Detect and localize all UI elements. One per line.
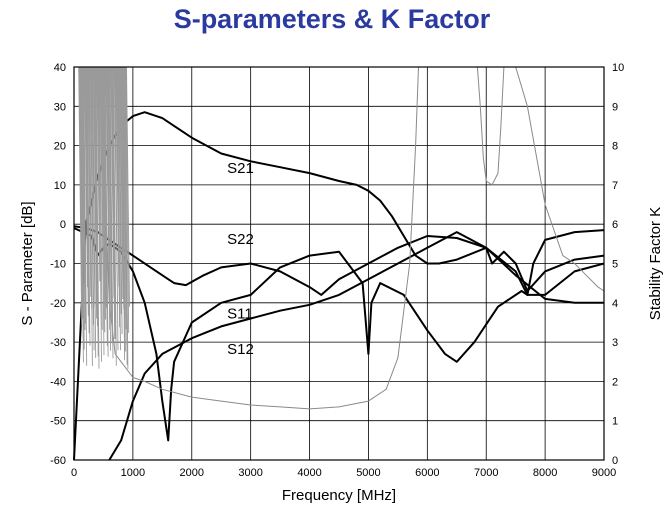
series-label-s21: S21 <box>227 160 254 177</box>
y2-tick-label: 10 <box>612 62 624 74</box>
tick-layer: 0 1000 2000 3000 4000 5000 6000 7000 8000 9000-60… <box>50 62 624 479</box>
x-tick-label: 1000 <box>121 467 145 479</box>
x-tick-label: 6000 <box>415 467 439 479</box>
x-tick-label: 7000 <box>474 467 498 479</box>
y-tick-label: 0 <box>60 219 66 231</box>
y-tick-label: -60 <box>50 455 66 467</box>
x-tick-label: 3000 <box>238 467 262 479</box>
y-tick-label: -30 <box>50 337 66 349</box>
y2-tick-label: 3 <box>612 337 618 349</box>
y-axis-label: S - Parameter [dB] <box>19 201 36 325</box>
plot-frame <box>73 66 605 461</box>
y2-tick-label: 7 <box>612 180 618 192</box>
grid-layer <box>73 66 605 461</box>
y-tick-label: -40 <box>50 376 66 388</box>
y-tick-label: 20 <box>54 141 66 153</box>
x-axis-label: Frequency [MHz] <box>282 487 396 504</box>
noise-layer <box>78 66 130 369</box>
k-factor-oscillation <box>78 66 130 369</box>
y2-tick-label: 5 <box>612 259 618 271</box>
y-tick-label: 30 <box>54 101 66 113</box>
series-label-s11: S11 <box>227 306 253 323</box>
x-tick-label: 5000 <box>356 467 380 479</box>
series-k-factor-line <box>74 66 605 410</box>
y2-tick-label: 9 <box>612 101 618 113</box>
y2-tick-label: 1 <box>612 416 618 428</box>
series-label-s22: S22 <box>227 231 254 248</box>
series-s22-line <box>73 225 605 296</box>
y-tick-label: 40 <box>54 62 66 74</box>
x-tick-label: 9000 <box>592 467 616 479</box>
y-tick-label: -10 <box>50 259 66 271</box>
x-tick-label: 8000 <box>533 467 557 479</box>
series-s11-line <box>73 227 605 442</box>
series-s12-line <box>108 231 605 461</box>
x-tick-label: 0 <box>71 467 77 479</box>
y2-tick-label: 4 <box>612 298 618 310</box>
y-tick-label: 10 <box>54 180 66 192</box>
y2-tick-label: 2 <box>612 376 618 388</box>
y2-axis-label: Stability Factor K <box>647 207 664 320</box>
y2-tick-label: 0 <box>612 455 618 467</box>
x-tick-label: 2000 <box>180 467 204 479</box>
x-tick-label: 4000 <box>297 467 321 479</box>
chart-title: S-parameters & K Factor <box>173 4 491 34</box>
series-label-s12: S12 <box>227 341 254 358</box>
y2-tick-label: 8 <box>612 141 618 153</box>
y-tick-label: -20 <box>50 298 66 310</box>
y-tick-label: -50 <box>50 416 66 428</box>
y2-tick-label: 6 <box>612 219 618 231</box>
